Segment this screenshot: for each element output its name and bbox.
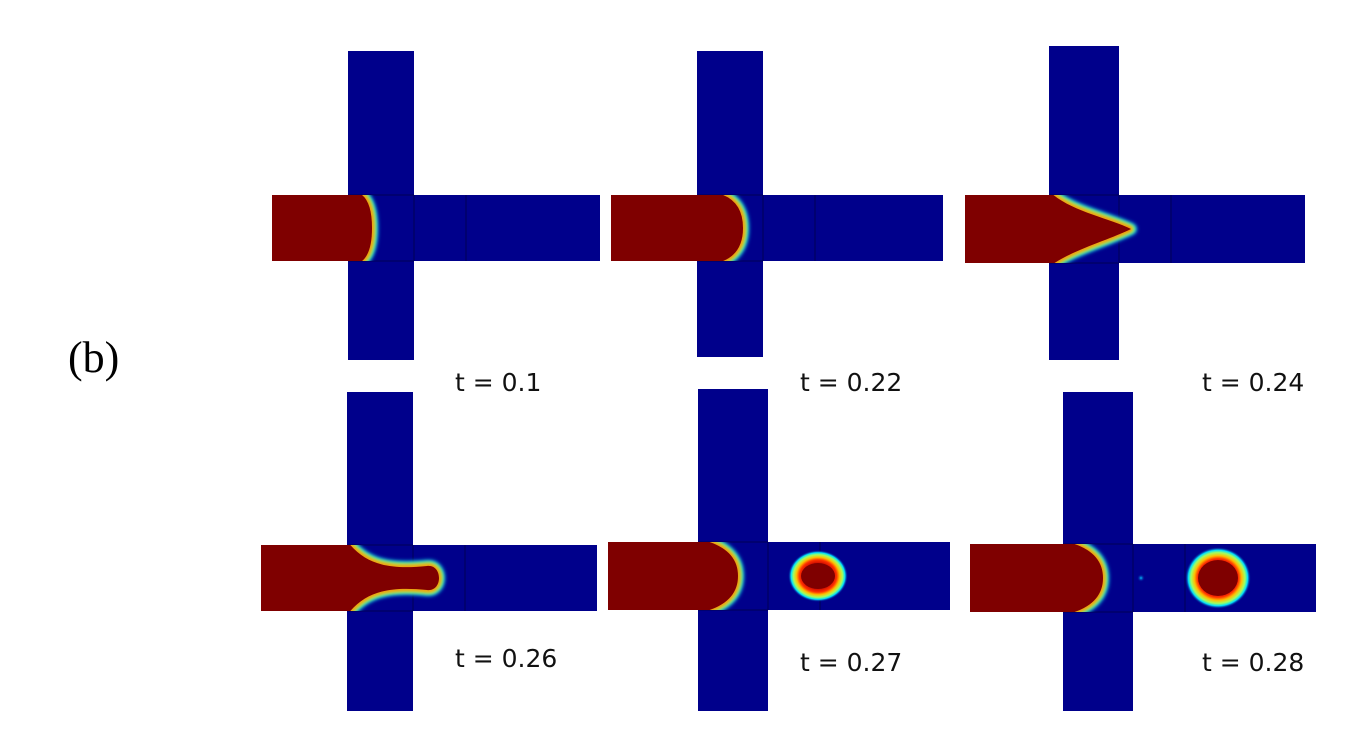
snapshot-4 [261,392,597,711]
snapshot-2 [611,51,943,357]
dispersed-phase [261,545,445,611]
time-label-2: t = 0.22 [800,368,903,397]
time-label-4: t = 0.26 [455,644,558,673]
dispersed-phase [965,195,1137,263]
satellite-droplet [1137,574,1145,582]
time-label-3: t = 0.24 [1202,368,1305,397]
dispersed-phase [970,544,1251,612]
snapshot-3 [965,46,1305,360]
snapshot-6 [970,392,1316,711]
snapshot-5 [608,389,950,711]
time-label-5: t = 0.27 [800,648,903,677]
panel-label: (b) [68,333,120,382]
time-label-1: t = 0.1 [455,368,542,397]
dispersed-phase [608,542,848,610]
time-label-6: t = 0.28 [1202,648,1305,677]
dispersed-phase [611,195,749,261]
snapshot-1 [272,51,600,360]
dispersed-phase [272,195,378,261]
